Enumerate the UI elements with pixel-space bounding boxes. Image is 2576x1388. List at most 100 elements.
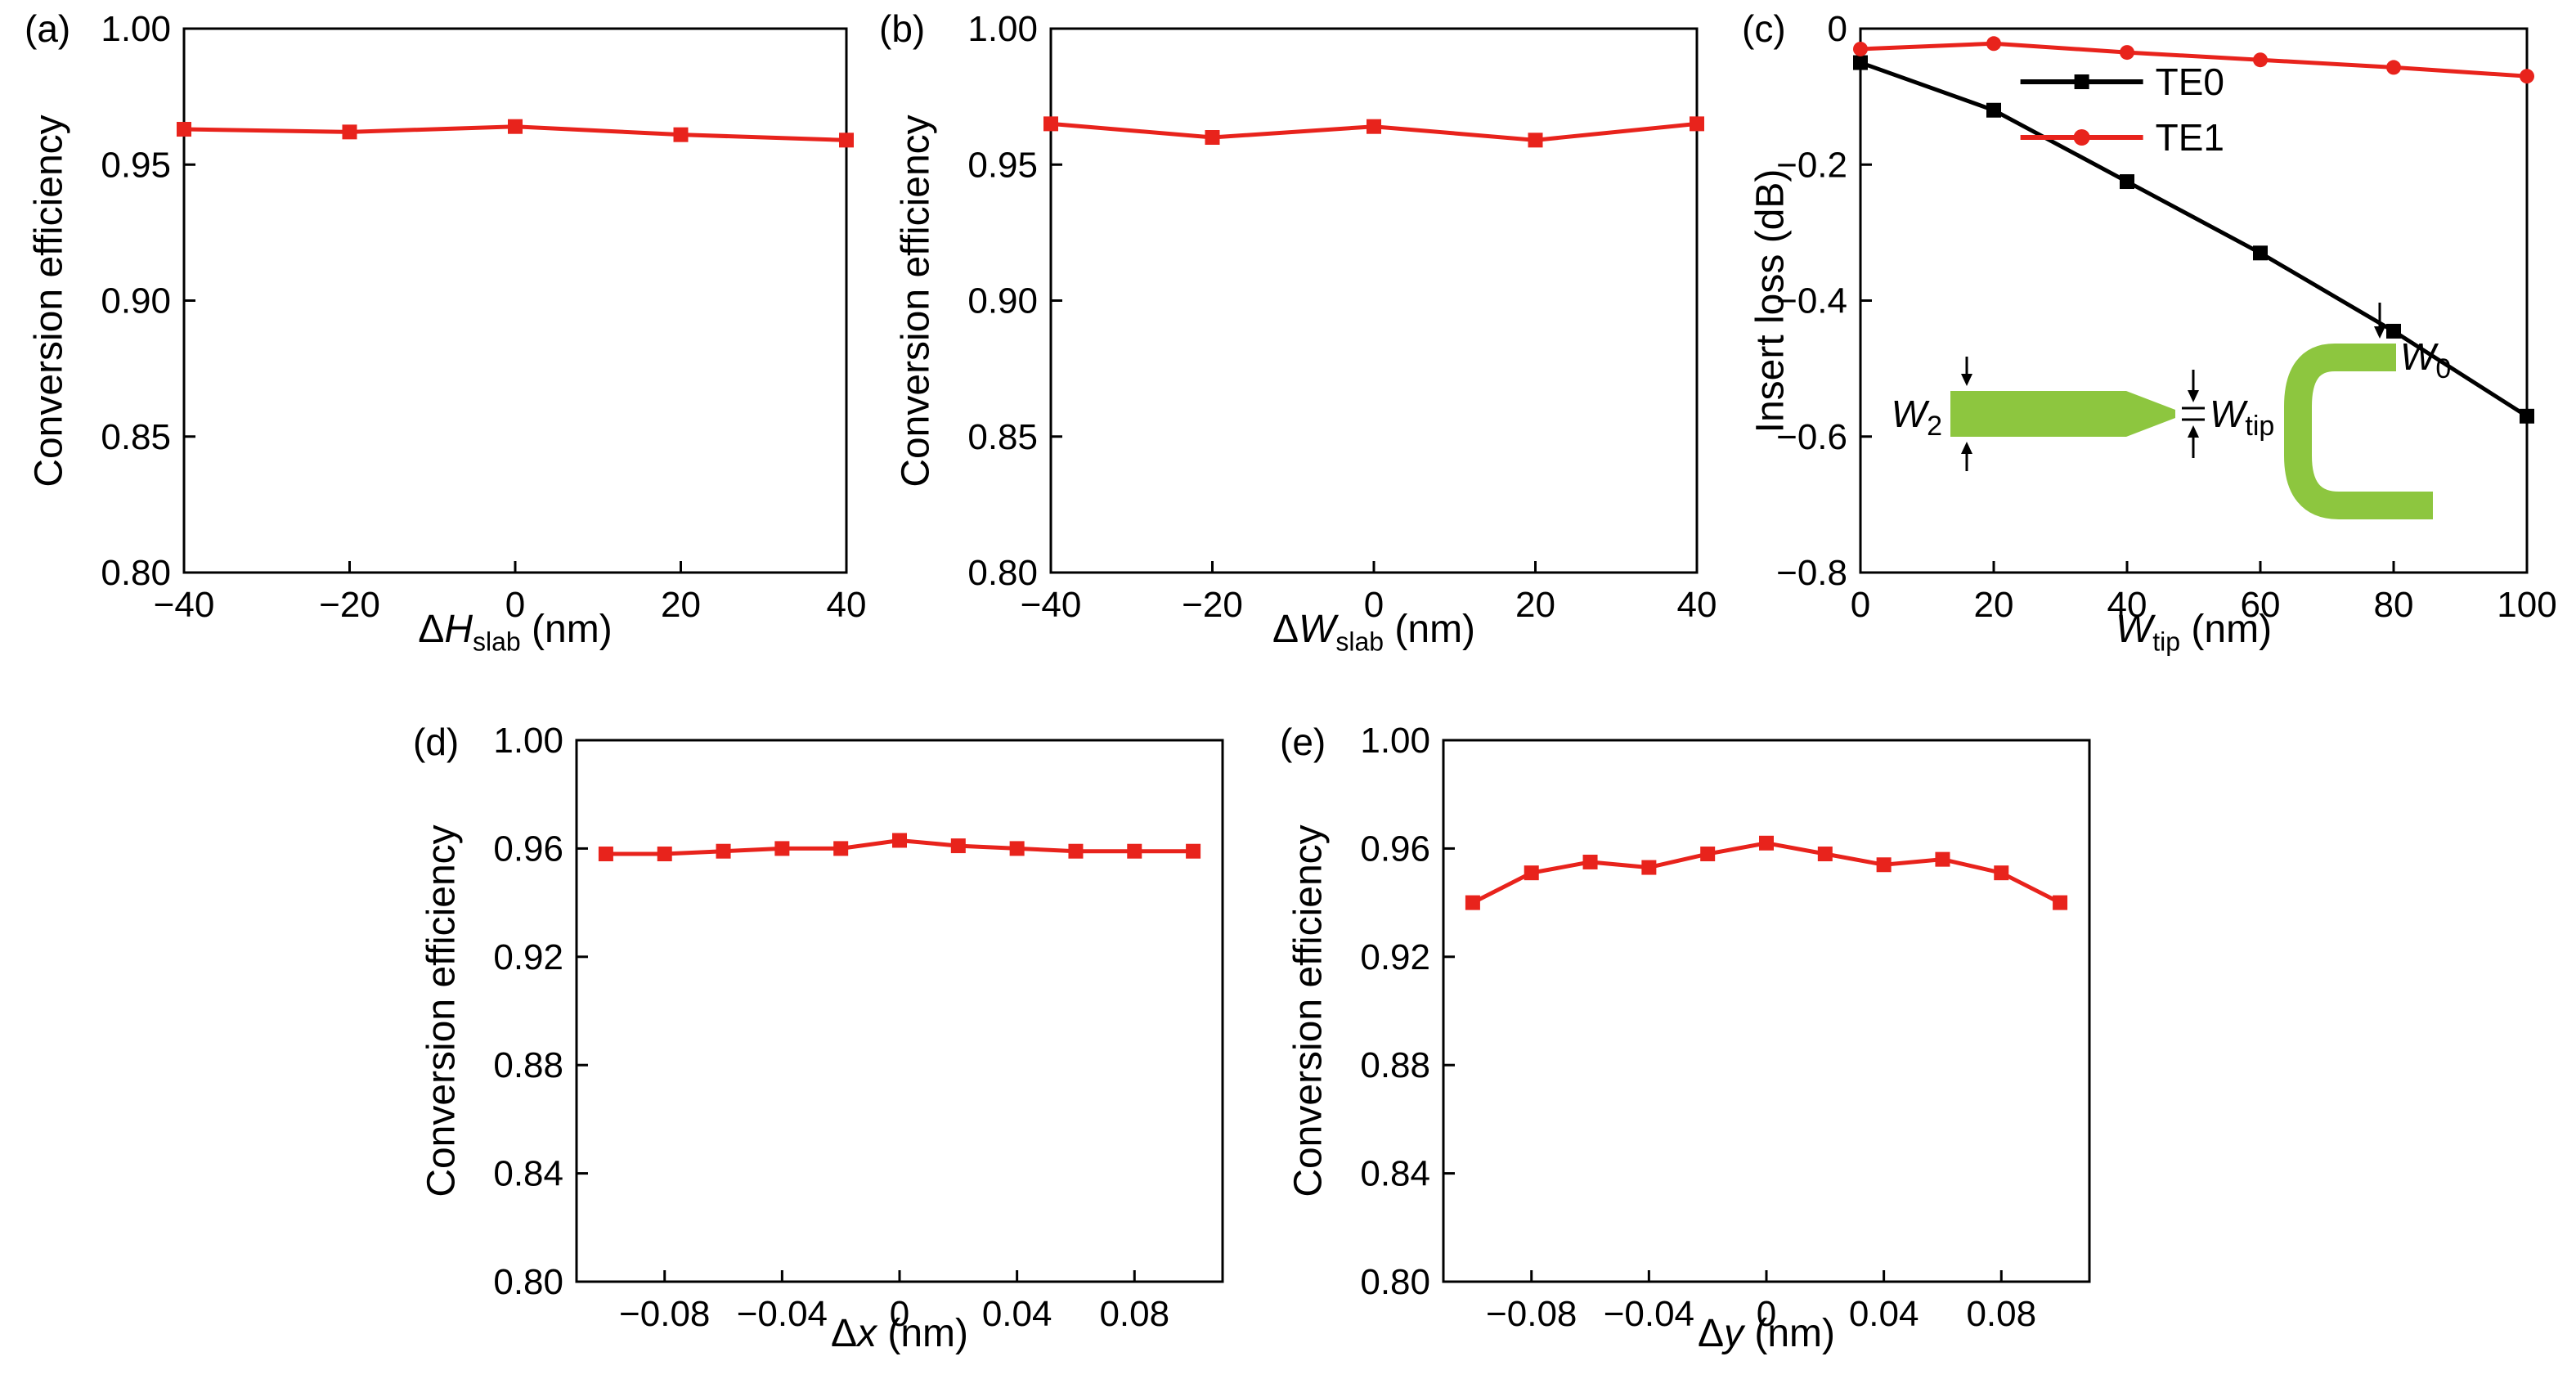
x-tick-label: −20 xyxy=(319,585,380,625)
x-tick-label: −0.04 xyxy=(1604,1294,1694,1334)
x-tick-label: 0.08 xyxy=(1099,1294,1169,1334)
y-tick-label: 0.80 xyxy=(101,553,171,593)
panel-label-c: (c) xyxy=(1742,7,1786,50)
panel-b: (b) Conversion efficiency ΔWslab (nm) −4… xyxy=(867,0,1717,679)
data-marker xyxy=(1068,843,1084,859)
panel-label-e: (e) xyxy=(1280,721,1326,763)
data-marker xyxy=(1817,847,1833,862)
plot-box xyxy=(575,739,1224,1283)
x-tick-label: 20 xyxy=(1515,585,1555,625)
chart-b: −40 −20 0 20 40 0.80 0.85 0.90 0.95 1.00 xyxy=(967,9,1717,625)
data-marker xyxy=(1853,41,1868,56)
y-tick-label: 0.90 xyxy=(101,281,171,321)
y-tick-label: 1.00 xyxy=(493,721,563,761)
y-tick-label: −0.4 xyxy=(1776,281,1847,321)
taper-shape xyxy=(2126,391,2175,437)
x-tick-label: 0 xyxy=(890,1294,909,1334)
data-marker xyxy=(2053,895,2068,910)
panel-label-b: (b) xyxy=(879,7,926,50)
data-marker xyxy=(950,838,966,854)
x-tick-label: 20 xyxy=(661,585,701,625)
x-tick-label: 20 xyxy=(1974,585,2014,625)
y-tick-label: 0.96 xyxy=(493,829,563,869)
x-tick-label: 0 xyxy=(1364,585,1384,625)
y-axis-label-b: Conversion efficiency xyxy=(894,115,938,487)
y-axis-label-a: Conversion efficiency xyxy=(27,115,71,487)
legend-label: TE1 xyxy=(2156,116,2224,159)
x-tick-label: 0 xyxy=(1757,1294,1776,1334)
data-marker xyxy=(598,847,613,862)
x-tick-label: 40 xyxy=(2107,585,2147,625)
data-marker xyxy=(774,841,790,856)
data-marker xyxy=(1186,843,1201,859)
x-tick-label: −40 xyxy=(1021,585,1082,625)
data-marker xyxy=(1367,119,1381,134)
y-axis-label-c: Insert loss (dB) xyxy=(1748,168,1793,433)
y-tick-label: −0.6 xyxy=(1776,417,1847,457)
chart-a: −40 −20 0 20 40 0.80 0.85 0.90 0.95 1.00 xyxy=(101,9,866,625)
panel-a: (a) Conversion efficiency ΔHslab (nm) −4… xyxy=(0,0,867,679)
x-tick-label: −0.08 xyxy=(1486,1294,1577,1334)
x-axis-label-b: ΔWslab (nm) xyxy=(1272,608,1476,657)
data-marker xyxy=(892,833,907,848)
data-marker xyxy=(2253,245,2268,261)
panel-e: (e) Conversion efficiency Δy (nm) −0.08−… xyxy=(1259,716,2110,1388)
data-marker xyxy=(1127,843,1142,859)
data-marker xyxy=(2253,52,2268,68)
panel-label-d: (d) xyxy=(413,721,460,763)
data-marker xyxy=(2120,45,2134,61)
chart-c: 0 20 40 60 80 100 0 −0.2 −0.4 −0.6 −0.8 W2 Wtip W0 TE0… xyxy=(1776,9,2557,625)
data-marker xyxy=(1853,55,1868,70)
x-tick-label: −0.08 xyxy=(619,1294,710,1334)
data-marker xyxy=(1935,851,1950,867)
data-marker xyxy=(1986,102,2001,118)
y-tick-label: 0.80 xyxy=(1360,1262,1430,1302)
x-tick-label: 80 xyxy=(2374,585,2414,625)
x-axis-label-d: Δx (nm) xyxy=(830,1312,969,1355)
x-tick-label: 40 xyxy=(1677,585,1717,625)
data-marker xyxy=(1759,835,1774,851)
series-line xyxy=(1471,841,2062,905)
data-marker xyxy=(1876,857,1892,873)
x-tick-label: 0.04 xyxy=(982,1294,1052,1334)
y-tick-label: 0.88 xyxy=(493,1045,563,1085)
plot-box xyxy=(1442,739,2091,1283)
x-tick-label: −40 xyxy=(154,585,215,625)
data-marker xyxy=(673,127,689,142)
y-tick-label: 1.00 xyxy=(101,9,171,49)
x-tick-label: 0 xyxy=(505,585,525,625)
chart-d: −0.08 −0.04 0 0.04 0.08 0.80 0.84 0.88 0.92 0.96 1… xyxy=(493,721,1224,1334)
y-tick-label: −0.2 xyxy=(1776,145,1847,185)
y-tick-label: 1.00 xyxy=(1360,721,1430,761)
data-marker xyxy=(1465,895,1480,910)
data-marker xyxy=(1986,36,2001,52)
data-marker xyxy=(1043,116,1058,132)
data-marker xyxy=(2520,69,2534,84)
inset-label-w0: W0 xyxy=(2400,335,2451,384)
panel-c: (c) Insert loss (dB) Wtip (nm) 0 20 40 60 80… xyxy=(1734,0,2576,679)
data-marker xyxy=(2120,174,2134,190)
y-tick-label: 0.80 xyxy=(967,553,1038,593)
y-tick-label: 0.88 xyxy=(1360,1045,1430,1085)
plot-box xyxy=(1859,27,2529,574)
waveguide-inset-diagram: W2 Wtip W0 xyxy=(1892,303,2451,519)
x-tick-label: 100 xyxy=(2497,585,2556,625)
y-tick-label: 0.96 xyxy=(1360,829,1430,869)
plot-box xyxy=(182,27,848,574)
x-axis-label-a: ΔHslab (nm) xyxy=(418,608,613,657)
y-tick-label: 1.00 xyxy=(967,9,1038,49)
data-marker xyxy=(657,847,672,862)
x-tick-label: 0.04 xyxy=(1849,1294,1919,1334)
panel-label-a: (a) xyxy=(25,7,71,50)
bend-waveguide-shape xyxy=(2284,344,2433,519)
data-marker xyxy=(833,841,849,856)
data-marker xyxy=(1528,133,1543,148)
y-tick-label: 0.95 xyxy=(967,145,1038,185)
y-tick-label: 0.80 xyxy=(493,1262,563,1302)
x-axis-label-c: Wtip (nm) xyxy=(2115,608,2273,657)
data-marker xyxy=(1641,860,1657,875)
x-tick-label: 60 xyxy=(2241,585,2281,625)
chart-e: −0.08 −0.04 0 0.04 0.08 0.80 0.84 0.88 0.92 0.96 1… xyxy=(1360,721,2091,1334)
